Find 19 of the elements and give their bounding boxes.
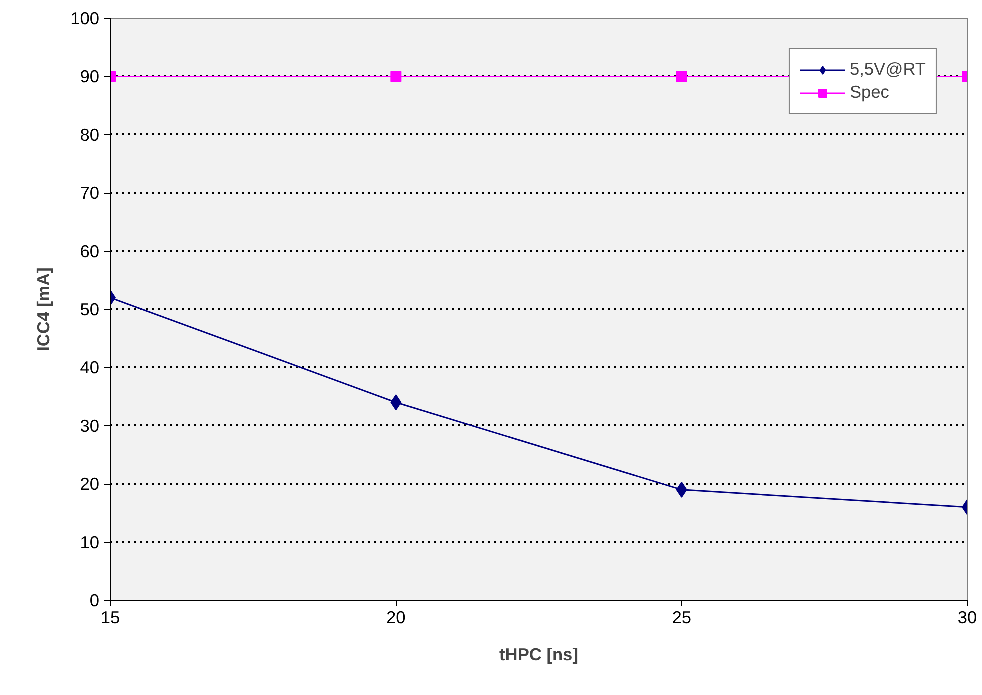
x-tick-label: 25 — [672, 608, 692, 628]
x-axis-title: tHPC [ns] — [500, 644, 578, 664]
x-tick-label: 30 — [958, 608, 978, 628]
y-tick-label: 20 — [80, 474, 100, 494]
y-tick-label: 70 — [80, 183, 100, 204]
y-tick-label: 0 — [90, 590, 100, 610]
x-tick-label: 15 — [100, 608, 120, 628]
y-tick-label: 80 — [80, 124, 100, 145]
x-tick-label: 20 — [386, 608, 406, 628]
y-tick-label: 50 — [80, 300, 100, 320]
y-tick-label: 10 — [80, 532, 100, 552]
y-tick-label: 90 — [80, 66, 100, 87]
legend-label: 5,5V@RT — [850, 59, 926, 80]
y-tick-label: 40 — [80, 358, 100, 378]
y-tick-label: 60 — [80, 241, 100, 262]
y-axis-title: ICC4 [mA] — [34, 268, 54, 352]
legend-label: Spec — [850, 82, 890, 103]
y-tick-label: 30 — [80, 416, 100, 436]
y-tick-label: 100 — [70, 8, 100, 28]
